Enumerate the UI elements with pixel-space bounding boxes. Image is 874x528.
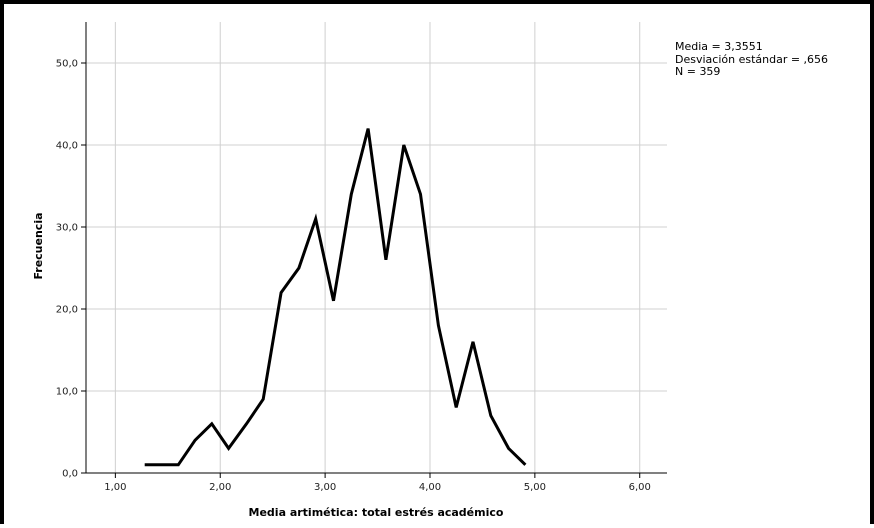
grid-layer xyxy=(86,22,667,473)
y-tick-label: 20,0 xyxy=(56,305,78,316)
x-tick-label: 3,00 xyxy=(314,482,336,493)
stat-n: N = 359 xyxy=(675,65,720,78)
y-tick-label: 40,0 xyxy=(56,141,78,152)
frequency-polygon-chart: 0,0 10,0 20,0 30,0 40,0 50,0 1,00 2,00 3,00 4,00 5… xyxy=(4,4,874,528)
stat-mean: Media = 3,3551 xyxy=(675,40,763,53)
x-tick-label: 2,00 xyxy=(209,482,231,493)
x-axis-title: Media artimética: total estrés académico xyxy=(249,506,504,519)
x-tick-label: 4,00 xyxy=(419,482,441,493)
stats-box: Media = 3,3551 Desviación estándar = ,65… xyxy=(675,40,828,78)
y-tick-label: 0,0 xyxy=(62,469,78,480)
series-layer xyxy=(145,129,526,465)
series-line xyxy=(145,129,526,465)
y-tick-label: 50,0 xyxy=(56,59,78,70)
x-tick-label: 5,00 xyxy=(524,482,546,493)
axis-layer xyxy=(86,22,667,473)
y-tick-label: 10,0 xyxy=(56,387,78,398)
y-axis-title: Frecuencia xyxy=(32,212,45,279)
x-tick-label: 1,00 xyxy=(104,482,126,493)
y-tick-label: 30,0 xyxy=(56,223,78,234)
x-tick-label: 6,00 xyxy=(629,482,651,493)
tick-layer: 0,0 10,0 20,0 30,0 40,0 50,0 1,00 2,00 3,00 4,00 5… xyxy=(56,59,651,494)
